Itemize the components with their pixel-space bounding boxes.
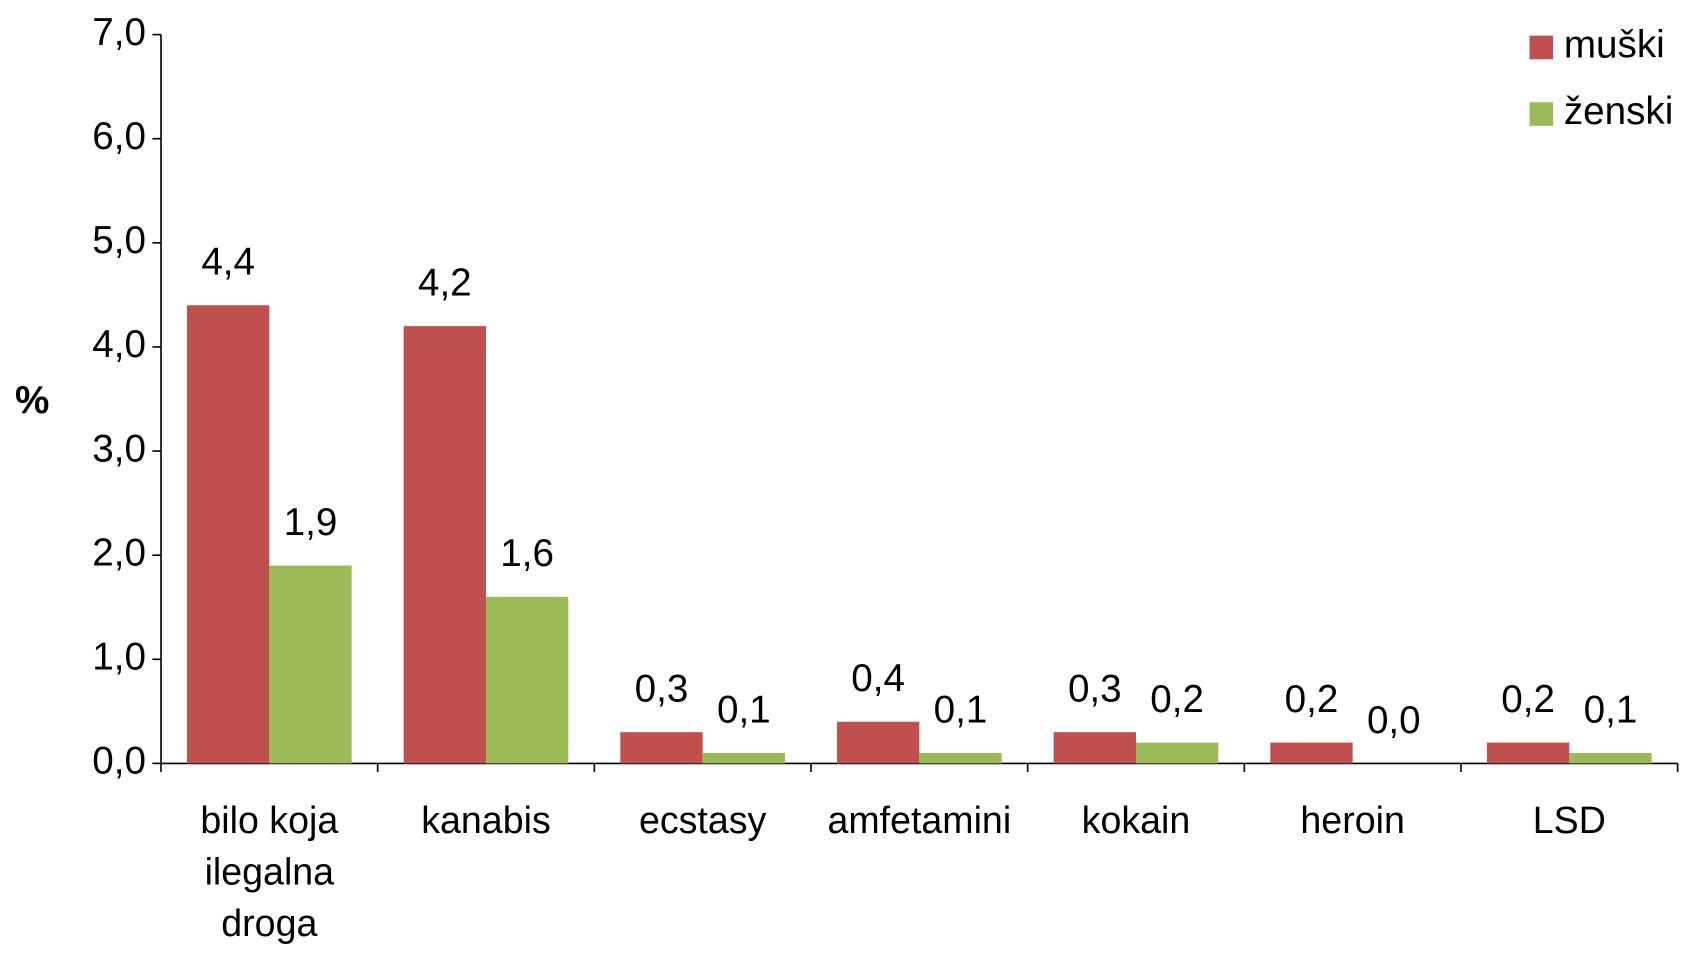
bar [1135, 742, 1219, 764]
bar [702, 752, 785, 764]
legend-swatch [1529, 102, 1554, 126]
data-label: 4,2 [418, 262, 472, 305]
bar [1569, 752, 1652, 764]
x-tick-label: ecstasy [638, 799, 767, 842]
y-tick-label: 2,0 [92, 531, 146, 574]
data-label: 0,4 [851, 657, 905, 700]
x-tick-label-box: ecstasy [638, 799, 767, 842]
bar [620, 732, 703, 764]
data-label: 0,3 [1068, 668, 1122, 711]
data-label: 1,6 [500, 532, 554, 575]
x-tick-label-box: kokain [1081, 799, 1191, 842]
bar [1486, 742, 1570, 764]
data-label: 1,9 [284, 501, 338, 544]
data-label: 0,1 [934, 688, 988, 731]
x-tick-label-box: LSD [1532, 799, 1606, 842]
y-tick-label: 1,0 [92, 635, 146, 678]
data-label: 0,2 [1501, 678, 1555, 721]
x-tick-label-box: heroin [1300, 799, 1405, 842]
x-tick-label: kanabis [421, 799, 551, 842]
x-tick-label: kokain [1081, 799, 1191, 842]
bar [269, 565, 352, 764]
x-tick-label-box: bilo koja ilegalna droga [200, 799, 339, 945]
y-tick-label: 4,0 [92, 323, 146, 366]
bar [403, 326, 486, 764]
data-label: 0,1 [1584, 688, 1638, 731]
legend-swatch [1529, 35, 1554, 60]
data-label: 0,0 [1367, 699, 1421, 742]
data-label: 0,2 [1150, 678, 1204, 721]
y-tick-label: 0,0 [92, 740, 146, 783]
bar [1270, 742, 1353, 764]
bar [919, 752, 1002, 764]
data-label: 0,3 [635, 668, 689, 711]
data-label: 0,2 [1285, 678, 1339, 721]
x-tick-label: heroin [1300, 799, 1405, 842]
legend-label: muški [1564, 24, 1665, 67]
x-tick-label: LSD [1532, 799, 1606, 842]
bar [485, 596, 569, 764]
data-label: 4,4 [201, 241, 255, 284]
y-tick-label: 5,0 [92, 219, 146, 262]
legend-label: ženski [1564, 90, 1673, 133]
x-tick-label-box: kanabis [421, 799, 551, 842]
y-tick-label: 3,0 [92, 427, 146, 470]
bar [836, 721, 920, 764]
bar [1053, 732, 1136, 764]
bar [187, 305, 270, 764]
x-tick-label-box: amfetamini [827, 799, 1012, 842]
x-tick-label: amfetamini [827, 799, 1012, 842]
y-tick-label: 6,0 [92, 115, 146, 158]
y-tick-label: 7,0 [92, 11, 146, 54]
x-tick-label: bilo koja ilegalna droga [200, 799, 339, 945]
data-label: 0,1 [717, 688, 771, 731]
y-axis-label: % [15, 379, 49, 422]
